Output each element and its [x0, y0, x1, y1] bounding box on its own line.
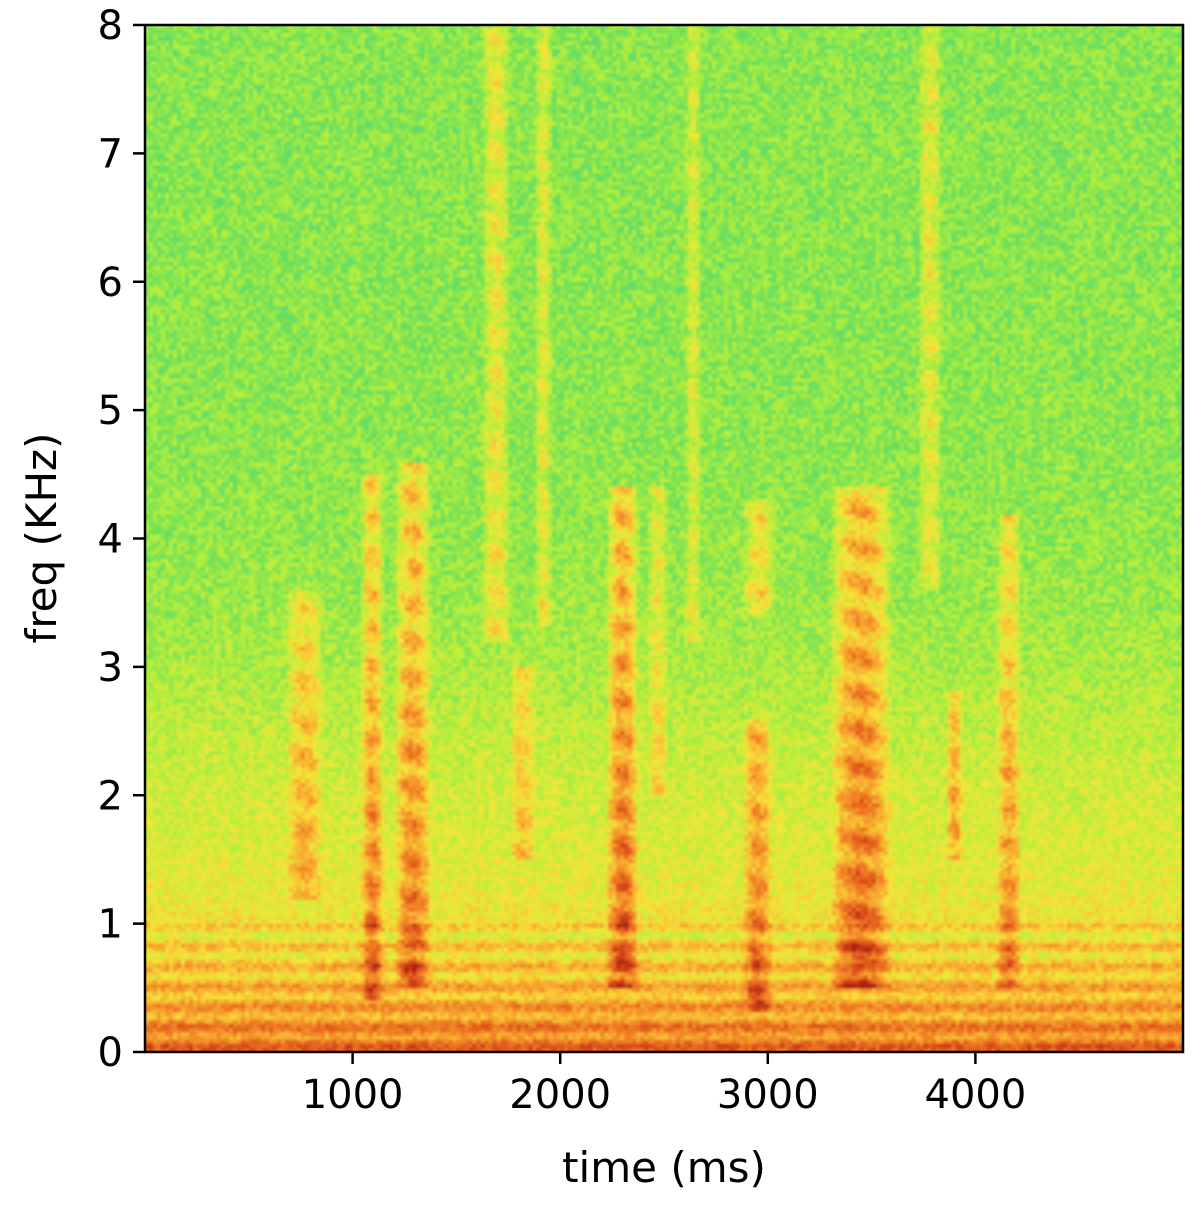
- heatmap-image: [145, 25, 1183, 1052]
- y-tick-label: 2: [98, 773, 123, 819]
- heatmap-plot-area: [145, 25, 1183, 1052]
- y-axis-label: freq (KHz): [17, 433, 66, 644]
- x-tick-label: 3000: [717, 1072, 819, 1118]
- y-tick-label: 5: [98, 388, 123, 434]
- y-tick-label: 7: [98, 131, 123, 177]
- x-axis-ticks: 1000 2000 3000 4000: [302, 1052, 1027, 1118]
- x-tick-label: 4000: [925, 1072, 1027, 1118]
- x-tick-label: 1000: [302, 1072, 404, 1118]
- y-tick-label: 6: [98, 260, 123, 306]
- y-tick-label: 4: [98, 517, 123, 563]
- y-tick-label: 8: [98, 3, 123, 49]
- plot-frame: [143, 23, 1185, 1054]
- x-axis-label: time (ms): [562, 1143, 766, 1192]
- y-axis-ticks: 0 1 2 3 4 5 6 7 8: [98, 3, 145, 1076]
- y-tick-label: 0: [98, 1030, 123, 1076]
- x-tick-label: 2000: [509, 1072, 611, 1118]
- y-tick-label: 3: [98, 645, 123, 691]
- y-tick-label: 1: [98, 902, 123, 948]
